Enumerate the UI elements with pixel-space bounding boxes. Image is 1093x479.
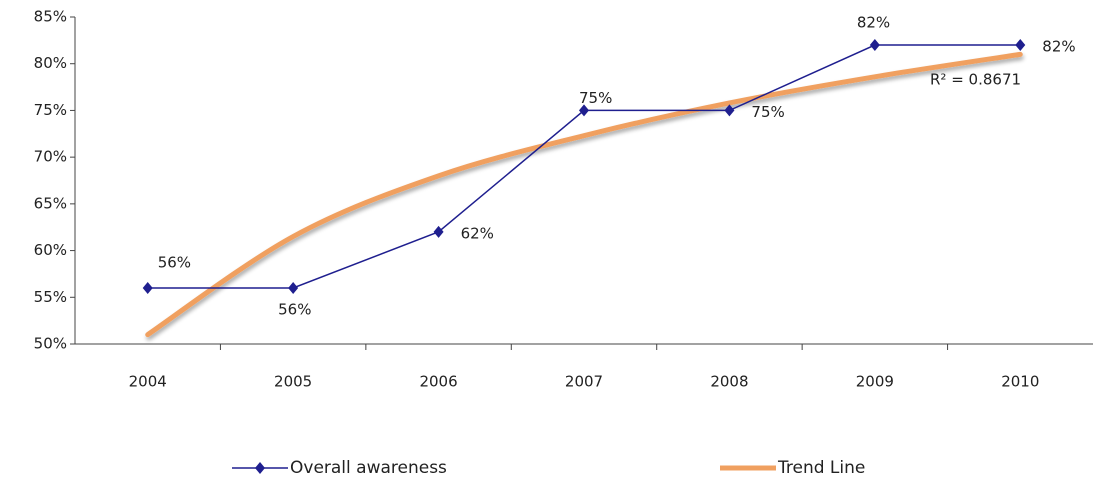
y-tick-label: 65% bbox=[34, 194, 67, 212]
x-tick-label: 2010 bbox=[1001, 373, 1039, 391]
series-line bbox=[147, 44, 1021, 289]
y-tick-label: 50% bbox=[34, 335, 67, 353]
y-tick-label: 70% bbox=[34, 148, 67, 166]
legend-marker bbox=[255, 462, 265, 474]
x-tick-label: 2008 bbox=[710, 373, 748, 391]
x-tick-label: 2005 bbox=[274, 373, 312, 391]
x-tick-label: 2009 bbox=[856, 373, 894, 391]
data-label: 56% bbox=[278, 300, 311, 318]
data-label: 82% bbox=[1042, 38, 1075, 56]
y-tick-label: 85% bbox=[34, 8, 67, 26]
x-tick-label: 2006 bbox=[419, 373, 457, 391]
y-tick-label: 75% bbox=[34, 101, 67, 119]
x-tick-label: 2004 bbox=[129, 373, 167, 391]
data-point bbox=[288, 281, 299, 294]
trend-line bbox=[145, 51, 1023, 338]
legend-label: Trend Line bbox=[777, 458, 865, 478]
x-tick-label: 2007 bbox=[565, 373, 603, 391]
data-point bbox=[724, 104, 735, 117]
data-point bbox=[1015, 39, 1026, 52]
y-tick-label: 60% bbox=[34, 241, 67, 259]
data-label: 62% bbox=[461, 224, 494, 242]
y-tick-label: 80% bbox=[34, 54, 67, 72]
data-label: 75% bbox=[751, 103, 784, 121]
y-tick-label: 55% bbox=[34, 288, 67, 306]
data-point bbox=[433, 225, 444, 238]
data-point bbox=[869, 39, 880, 52]
r-squared-annotation: R² = 0.8671 bbox=[930, 71, 1021, 89]
legend-label: Overall awareness bbox=[290, 458, 447, 478]
data-point bbox=[579, 104, 589, 117]
data-point bbox=[142, 281, 153, 294]
data-label: 56% bbox=[158, 253, 191, 271]
data-label: 82% bbox=[857, 14, 890, 32]
data-label: 75% bbox=[579, 89, 612, 107]
